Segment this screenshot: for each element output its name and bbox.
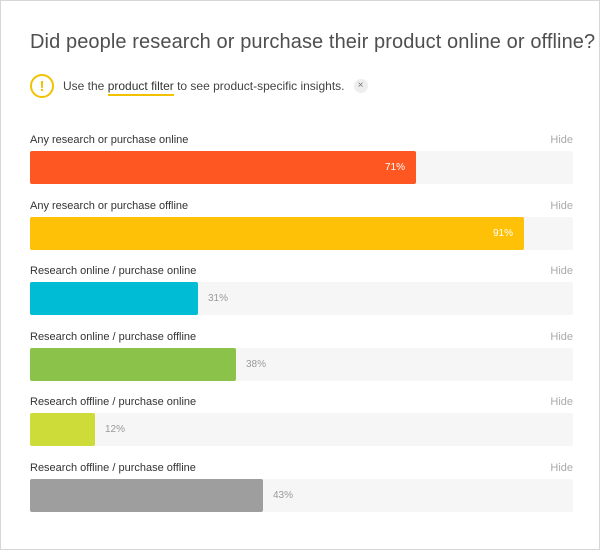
bar-track: 31% bbox=[30, 282, 573, 315]
hide-link[interactable]: Hide bbox=[550, 396, 573, 408]
hide-link[interactable]: Hide bbox=[550, 331, 573, 343]
bar-track: 91% bbox=[30, 217, 573, 250]
bar-track: 12% bbox=[30, 413, 573, 446]
bar-value-label: 71% bbox=[384, 162, 405, 173]
bar-value-label: 12% bbox=[105, 424, 126, 435]
bar bbox=[30, 217, 524, 250]
bar bbox=[30, 479, 263, 512]
warning-icon: ! bbox=[30, 74, 54, 98]
product-filter-link[interactable]: product filter bbox=[107, 79, 174, 96]
bar bbox=[30, 413, 95, 446]
bar-category-label: Research offline / purchase offline bbox=[30, 462, 196, 474]
bar-track: 71% bbox=[30, 151, 573, 184]
bar-category-label: Research online / purchase online bbox=[30, 265, 197, 277]
hide-link[interactable]: Hide bbox=[550, 462, 573, 474]
bar bbox=[30, 151, 416, 184]
hide-link[interactable]: Hide bbox=[550, 265, 573, 277]
notice-suffix: to see product-specific insights. bbox=[177, 79, 345, 93]
bar-category-label: Research offline / purchase online bbox=[30, 396, 197, 408]
bar-value-label: 31% bbox=[208, 293, 229, 304]
chart-title: Did people research or purchase their pr… bbox=[30, 31, 596, 53]
hide-link[interactable]: Hide bbox=[550, 200, 573, 212]
bar-value-label: 38% bbox=[246, 359, 267, 370]
bar bbox=[30, 282, 198, 315]
bar-category-label: Any research or purchase offline bbox=[30, 200, 189, 212]
notice-text: Use the product filter to see product-sp… bbox=[63, 79, 345, 96]
filter-notice: ! Use the product filter to see product-… bbox=[30, 74, 368, 98]
bar-value-label: 43% bbox=[273, 490, 294, 501]
bar-value-label: 91% bbox=[492, 228, 513, 239]
bar-category-label: Research online / purchase offline bbox=[30, 331, 197, 343]
close-icon[interactable]: × bbox=[353, 79, 368, 93]
bar bbox=[30, 348, 236, 381]
hide-link[interactable]: Hide bbox=[550, 134, 573, 146]
notice-prefix: Use the bbox=[63, 79, 105, 93]
bar-track: 43% bbox=[30, 479, 573, 512]
bar-category-label: Any research or purchase online bbox=[30, 134, 189, 146]
bar-track: 38% bbox=[30, 348, 573, 381]
